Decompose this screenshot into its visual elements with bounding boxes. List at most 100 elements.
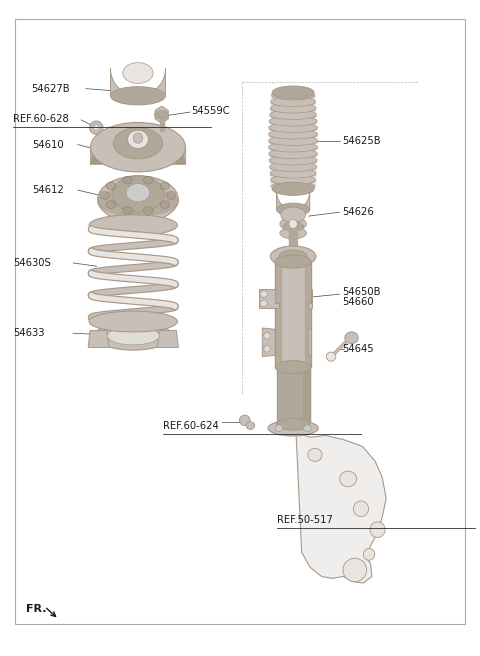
Text: 54660: 54660 bbox=[342, 297, 373, 307]
Ellipse shape bbox=[280, 227, 306, 239]
Text: 54627B: 54627B bbox=[31, 83, 70, 94]
Ellipse shape bbox=[91, 123, 185, 172]
Polygon shape bbox=[275, 262, 281, 367]
Ellipse shape bbox=[289, 219, 298, 228]
Polygon shape bbox=[110, 68, 166, 96]
Ellipse shape bbox=[89, 215, 178, 236]
Ellipse shape bbox=[269, 123, 317, 133]
Ellipse shape bbox=[283, 222, 303, 231]
Ellipse shape bbox=[90, 121, 103, 134]
Ellipse shape bbox=[268, 136, 318, 146]
Text: REF.50-517: REF.50-517 bbox=[277, 515, 333, 525]
Ellipse shape bbox=[268, 420, 318, 436]
Ellipse shape bbox=[97, 188, 179, 216]
Ellipse shape bbox=[240, 415, 250, 426]
Ellipse shape bbox=[276, 203, 310, 216]
Ellipse shape bbox=[270, 113, 317, 119]
Ellipse shape bbox=[270, 166, 317, 172]
Ellipse shape bbox=[308, 448, 322, 461]
Ellipse shape bbox=[95, 321, 172, 350]
Ellipse shape bbox=[246, 422, 255, 430]
Ellipse shape bbox=[271, 100, 315, 106]
Polygon shape bbox=[176, 147, 185, 164]
Polygon shape bbox=[288, 422, 310, 432]
Ellipse shape bbox=[264, 333, 270, 339]
Ellipse shape bbox=[269, 127, 317, 133]
Polygon shape bbox=[287, 250, 300, 258]
Text: 54625B: 54625B bbox=[342, 136, 381, 146]
Ellipse shape bbox=[269, 120, 317, 126]
Ellipse shape bbox=[363, 548, 375, 560]
Ellipse shape bbox=[271, 97, 315, 106]
Ellipse shape bbox=[107, 327, 159, 345]
Ellipse shape bbox=[280, 217, 306, 230]
Ellipse shape bbox=[123, 207, 132, 215]
Ellipse shape bbox=[271, 91, 315, 100]
Ellipse shape bbox=[107, 182, 116, 190]
Text: 54626: 54626 bbox=[342, 207, 374, 217]
Polygon shape bbox=[157, 331, 179, 348]
Polygon shape bbox=[262, 328, 275, 357]
Ellipse shape bbox=[270, 246, 316, 267]
Ellipse shape bbox=[133, 133, 143, 143]
Ellipse shape bbox=[123, 176, 132, 184]
Text: 54610: 54610 bbox=[32, 140, 64, 150]
Ellipse shape bbox=[271, 185, 315, 191]
Text: 54650B: 54650B bbox=[342, 287, 381, 297]
Ellipse shape bbox=[264, 346, 270, 352]
Polygon shape bbox=[309, 328, 311, 357]
Polygon shape bbox=[91, 147, 100, 164]
Ellipse shape bbox=[343, 558, 367, 582]
Polygon shape bbox=[296, 432, 386, 583]
Ellipse shape bbox=[89, 311, 178, 332]
Ellipse shape bbox=[268, 140, 318, 146]
Ellipse shape bbox=[270, 110, 317, 119]
Ellipse shape bbox=[128, 131, 148, 148]
Ellipse shape bbox=[160, 201, 169, 209]
Ellipse shape bbox=[269, 149, 317, 159]
Ellipse shape bbox=[272, 182, 314, 195]
Ellipse shape bbox=[353, 501, 369, 517]
Text: 54645: 54645 bbox=[342, 344, 373, 354]
Ellipse shape bbox=[279, 250, 307, 263]
Ellipse shape bbox=[345, 332, 358, 344]
Ellipse shape bbox=[123, 62, 153, 83]
Polygon shape bbox=[308, 289, 312, 308]
Ellipse shape bbox=[281, 207, 305, 222]
Ellipse shape bbox=[110, 87, 166, 105]
Ellipse shape bbox=[303, 425, 311, 432]
Ellipse shape bbox=[270, 162, 317, 172]
Ellipse shape bbox=[126, 184, 150, 202]
Ellipse shape bbox=[269, 116, 317, 126]
Ellipse shape bbox=[155, 111, 169, 119]
Ellipse shape bbox=[269, 153, 317, 159]
Text: 54612: 54612 bbox=[32, 185, 64, 195]
Ellipse shape bbox=[144, 176, 153, 184]
Ellipse shape bbox=[271, 181, 315, 191]
Ellipse shape bbox=[167, 192, 176, 199]
Polygon shape bbox=[303, 367, 310, 424]
Ellipse shape bbox=[271, 178, 315, 184]
Ellipse shape bbox=[93, 125, 99, 131]
Ellipse shape bbox=[97, 176, 179, 222]
Ellipse shape bbox=[113, 128, 163, 159]
Ellipse shape bbox=[268, 142, 318, 152]
Polygon shape bbox=[155, 106, 168, 123]
Ellipse shape bbox=[268, 146, 318, 152]
Ellipse shape bbox=[269, 155, 317, 165]
Text: FR.: FR. bbox=[25, 604, 46, 614]
Ellipse shape bbox=[100, 192, 109, 199]
Ellipse shape bbox=[270, 173, 316, 178]
Polygon shape bbox=[276, 367, 310, 424]
Ellipse shape bbox=[271, 94, 315, 100]
Ellipse shape bbox=[275, 361, 311, 373]
Ellipse shape bbox=[269, 159, 317, 165]
Polygon shape bbox=[259, 289, 279, 308]
Ellipse shape bbox=[160, 182, 169, 190]
Text: REF.60-628: REF.60-628 bbox=[13, 113, 69, 123]
Ellipse shape bbox=[112, 176, 164, 213]
Ellipse shape bbox=[272, 86, 314, 99]
Ellipse shape bbox=[270, 103, 316, 113]
Polygon shape bbox=[275, 262, 311, 367]
Ellipse shape bbox=[107, 201, 116, 209]
